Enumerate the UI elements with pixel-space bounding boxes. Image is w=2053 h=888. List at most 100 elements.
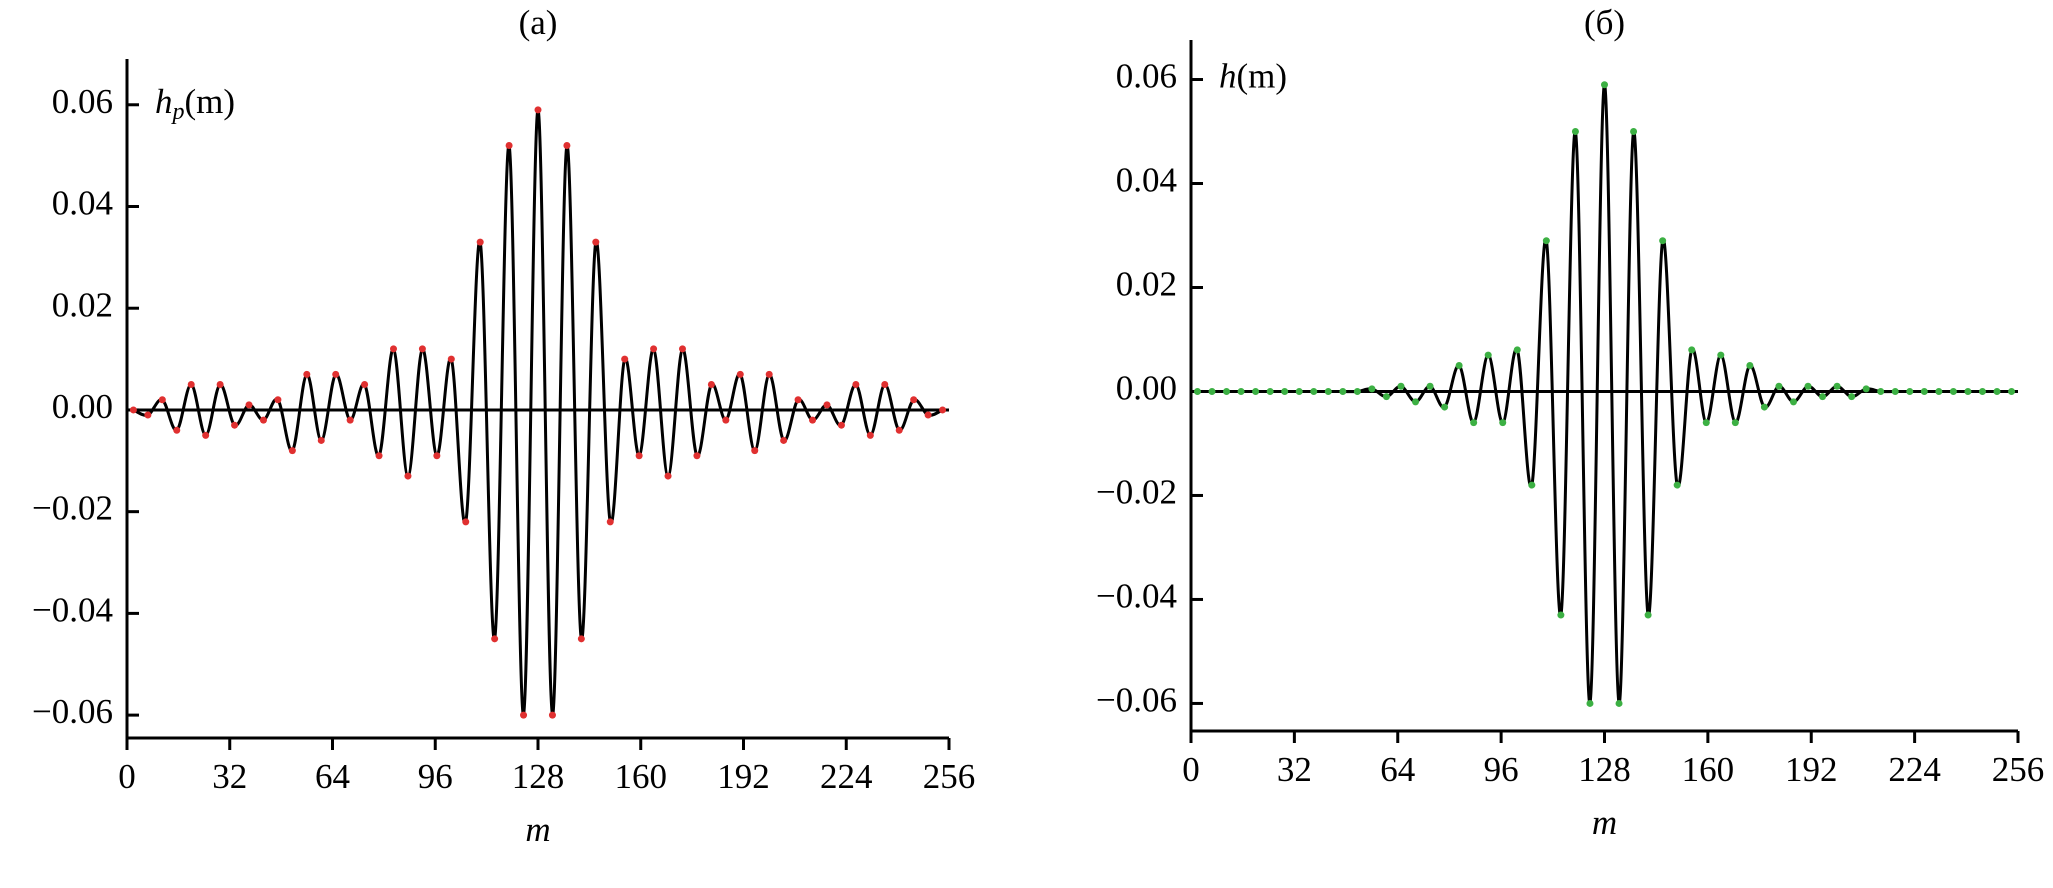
data-point: [231, 421, 239, 429]
data-point: [158, 396, 166, 404]
data-point: [1281, 387, 1289, 395]
data-point: [1295, 387, 1303, 395]
data-point: [534, 106, 542, 114]
data-point: [1920, 387, 1928, 395]
data-point: [664, 472, 672, 480]
chart-title: (б): [1584, 3, 1625, 42]
y-tick-label: 0.02: [1116, 265, 1177, 304]
data-point: [317, 436, 325, 444]
data-point: [1557, 611, 1565, 619]
data-point: [245, 401, 253, 409]
data-point: [187, 381, 195, 389]
y-tick-label: −0.04: [32, 590, 113, 629]
data-point: [910, 396, 918, 404]
x-tick-label: 192: [717, 757, 770, 796]
data-point: [1455, 361, 1463, 369]
y-tick-label: −0.02: [32, 489, 113, 528]
data-point: [1426, 382, 1434, 390]
data-point: [1673, 481, 1681, 489]
data-point: [447, 355, 455, 363]
data-point: [592, 238, 600, 246]
x-tick-label: 128: [1578, 750, 1631, 789]
y-axis-label: h(m): [1219, 57, 1287, 96]
data-point: [837, 421, 845, 429]
x-axis-label: m: [1592, 803, 1617, 842]
data-point: [1615, 699, 1623, 707]
data-point: [606, 518, 614, 526]
data-point: [1382, 393, 1390, 401]
x-tick-label: 96: [1484, 750, 1519, 789]
data-point: [1688, 346, 1696, 354]
data-point: [823, 401, 831, 409]
data-point: [1193, 387, 1201, 395]
data-point: [939, 406, 947, 414]
data-point: [866, 431, 874, 439]
x-tick-label: 160: [1682, 750, 1735, 789]
data-point: [1877, 387, 1885, 395]
data-point: [129, 406, 137, 414]
data-point: [751, 447, 759, 455]
data-point: [1717, 351, 1725, 359]
x-tick-label: 0: [1182, 750, 1200, 789]
data-point: [433, 452, 441, 460]
data-point: [303, 370, 311, 378]
data-point: [1630, 128, 1638, 136]
y-tick-label: 0.06: [1116, 57, 1177, 96]
data-point: [780, 436, 788, 444]
y-axis-label-rest: (m): [185, 82, 236, 121]
data-point: [1324, 387, 1332, 395]
data-point: [1542, 237, 1550, 245]
x-tick-label: 64: [315, 757, 350, 796]
data-point: [1906, 387, 1914, 395]
data-point: [736, 370, 744, 378]
data-point: [1586, 699, 1594, 707]
data-point: [563, 141, 571, 149]
y-tick-label: 0.04: [1116, 161, 1177, 200]
data-line: [1197, 83, 2012, 705]
data-point: [1848, 393, 1856, 401]
data-point: [144, 411, 152, 419]
data-point: [1833, 382, 1841, 390]
data-point: [1804, 382, 1812, 390]
x-tick-label: 192: [1785, 750, 1838, 789]
data-point: [259, 416, 267, 424]
data-point: [1978, 387, 1986, 395]
data-point: [1964, 387, 1972, 395]
y-axis-label: hp(m): [155, 82, 235, 124]
x-tick-label: 0: [118, 757, 136, 796]
data-point: [346, 416, 354, 424]
x-tick-label: 160: [615, 757, 668, 796]
data-point: [1397, 382, 1405, 390]
data-point: [1601, 81, 1608, 89]
data-point: [1368, 385, 1376, 393]
data-point: [288, 447, 296, 455]
data-point: [1208, 387, 1216, 395]
data-line: [132, 108, 944, 717]
data-point: [722, 416, 730, 424]
data-point: [1266, 387, 1274, 395]
data-point: [1310, 387, 1318, 395]
data-point: [1935, 387, 1943, 395]
y-tick-label: 0.04: [52, 184, 113, 223]
y-tick-label: −0.04: [1096, 576, 1177, 615]
x-tick-label: 96: [418, 757, 453, 796]
data-point: [1484, 351, 1492, 359]
data-point: [390, 345, 398, 353]
data-point: [1760, 403, 1768, 411]
data-point: [520, 711, 528, 719]
data-point: [361, 381, 369, 389]
data-point: [491, 635, 499, 643]
data-point: [707, 381, 715, 389]
data-point: [216, 381, 224, 389]
y-tick-label: 0.02: [52, 285, 113, 324]
data-point: [650, 345, 658, 353]
data-point: [1949, 387, 1957, 395]
y-axis-label-main: h: [155, 82, 173, 121]
data-point: [1862, 385, 1870, 393]
x-tick-label: 64: [1380, 750, 1415, 789]
data-point: [1819, 393, 1827, 401]
data-point: [809, 416, 817, 424]
y-axis-label-sub: p: [171, 98, 185, 124]
data-point: [1659, 237, 1667, 245]
